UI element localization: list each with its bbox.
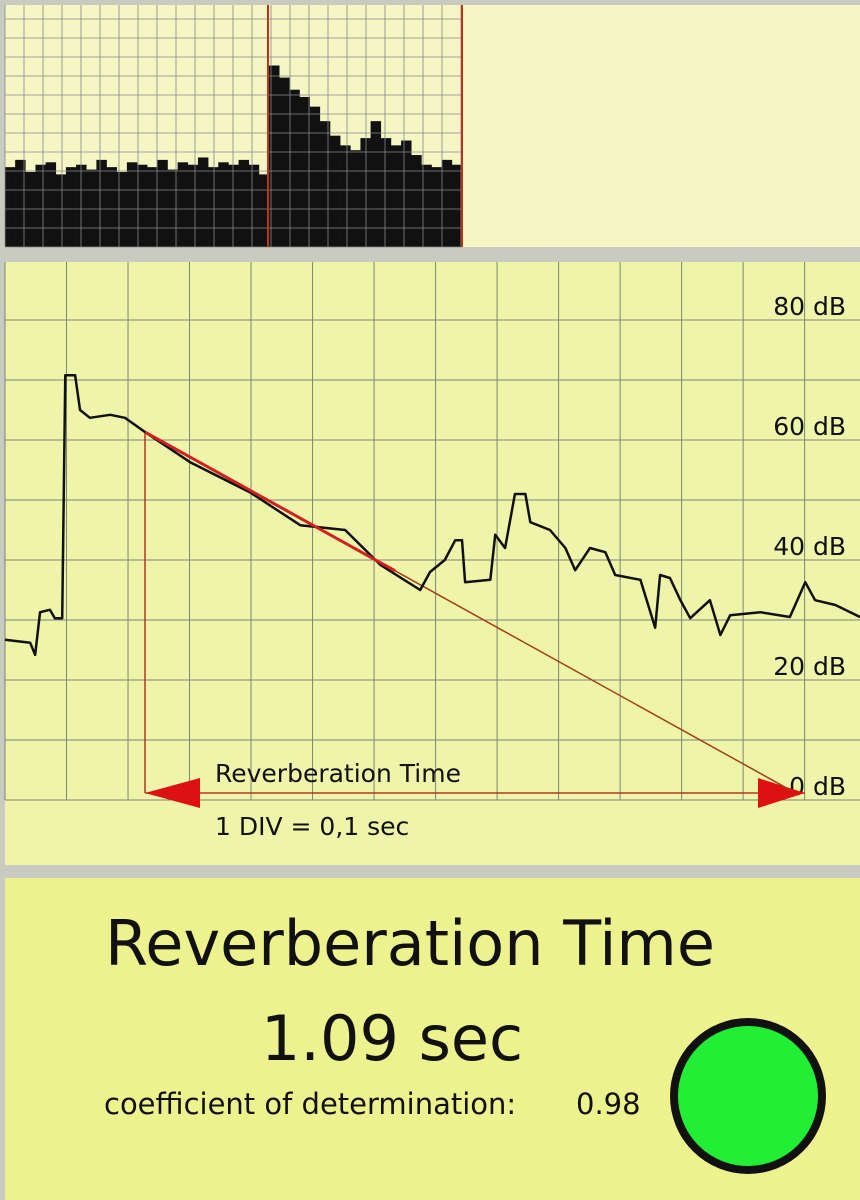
waveform-bar xyxy=(25,171,36,247)
waveform-bar xyxy=(126,162,138,247)
waveform xyxy=(4,5,463,248)
waveform-bar xyxy=(289,89,300,247)
y-tick-label: 60 dB xyxy=(773,412,846,441)
waveform-bar xyxy=(319,121,331,247)
span-label: Reverberation Time xyxy=(215,759,461,788)
waveform-bar xyxy=(299,96,310,248)
waveform-bar xyxy=(167,169,178,247)
coefficient-value: 0.98 xyxy=(576,1087,641,1121)
decay-curve xyxy=(4,373,860,657)
waveform-bar xyxy=(96,159,107,247)
result-value: 1.09 sec xyxy=(261,1002,523,1075)
waveform-bar xyxy=(55,174,67,247)
waveform-bar xyxy=(451,164,463,247)
result-title: Reverberation Time xyxy=(105,907,715,980)
waveform-bar xyxy=(411,155,422,247)
decay-panel xyxy=(5,262,860,865)
waveform-bar xyxy=(441,159,453,247)
y-tick-label: 0 dB xyxy=(789,772,846,801)
waveform-bar xyxy=(269,65,280,247)
waveform-bar xyxy=(350,150,361,247)
status-indicator xyxy=(670,1018,826,1174)
division-label: 1 DIV = 0,1 sec xyxy=(215,812,409,841)
waveform-bar xyxy=(187,164,199,247)
waveform-bar xyxy=(421,164,432,247)
waveform-bar xyxy=(65,167,77,247)
waveform-bar xyxy=(147,167,158,247)
waveform-bar xyxy=(329,135,341,247)
waveform-bar xyxy=(309,106,321,247)
waveform-bar xyxy=(218,162,229,247)
waveform-bar xyxy=(208,167,219,247)
waveform-bar xyxy=(279,77,290,247)
waveform-bar xyxy=(390,145,402,247)
fit-segment xyxy=(144,430,396,573)
waveform-bar xyxy=(370,121,382,247)
waveform-bar xyxy=(5,167,16,247)
waveform-bar xyxy=(401,140,412,247)
y-tick-label: 40 dB xyxy=(773,532,846,561)
coefficient-label: coefficient of determination: xyxy=(104,1087,516,1121)
waveform-bar xyxy=(238,159,250,247)
waveform-bar xyxy=(35,164,46,247)
waveform-bar xyxy=(228,164,239,247)
waveform-bar xyxy=(197,157,209,247)
waveform-bar xyxy=(380,138,392,247)
y-tick-label: 20 dB xyxy=(773,652,846,681)
waveform-bar xyxy=(116,171,128,247)
waveform-bar xyxy=(106,167,118,247)
y-tick-label: 80 dB xyxy=(773,292,846,321)
waveform-bar xyxy=(177,162,189,247)
waveform-bar xyxy=(258,174,270,247)
decay-chart: 0 dB 20 dB 40 dB 60 dB 80 dB Reverberation Ti… xyxy=(4,262,860,841)
span-arrow xyxy=(145,778,200,808)
span-arrow xyxy=(758,778,805,808)
waveform-bar xyxy=(86,169,97,247)
waveform-bar xyxy=(157,159,168,247)
waveform-bar xyxy=(15,159,26,247)
waveform-bar xyxy=(340,145,351,247)
waveform-bar xyxy=(45,162,57,247)
waveform-bar xyxy=(248,164,260,247)
waveform-bar xyxy=(431,167,442,247)
waveform-bar xyxy=(137,164,148,247)
